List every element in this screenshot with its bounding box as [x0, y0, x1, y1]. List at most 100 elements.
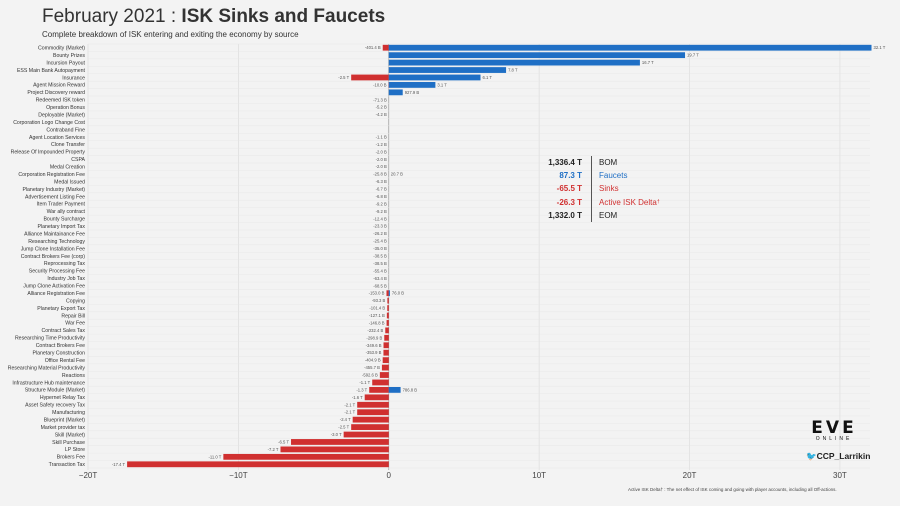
- category-label: LP Store: [65, 447, 85, 453]
- sink-value-label: -17.4 T: [112, 462, 126, 467]
- sink-value-label: -2.1 T: [344, 402, 355, 407]
- category-label: Contraband Fine: [46, 127, 85, 133]
- sink-value-label: -26.2 B: [373, 231, 387, 236]
- summary-label-text: EOM: [599, 210, 618, 220]
- category-label: CSPA: [71, 157, 85, 163]
- sink-value-label: -146.8 B: [369, 320, 385, 325]
- sink-bar: [372, 379, 389, 386]
- sink-bar: [352, 416, 389, 423]
- summary-label-text: BOM: [599, 158, 618, 168]
- faucet-bar: [388, 67, 507, 73]
- sink-value-label: -6.5 T: [278, 439, 289, 444]
- category-label: Manufacturing: [52, 410, 85, 416]
- summary-label-text: Faucets: [599, 171, 628, 181]
- faucet-bar: [388, 82, 436, 88]
- faucet-bar: [388, 74, 481, 81]
- category-label: Market provider tax: [41, 425, 86, 431]
- sink-value-label: -455.7 B: [364, 365, 380, 370]
- sink-value-label: -9.2 B: [376, 201, 387, 206]
- category-label: Brokers Fee: [57, 455, 85, 461]
- category-label: Corporation Registration Fee: [18, 172, 85, 178]
- chart-subtitle: Complete breakdown of ISK entering and e…: [42, 30, 299, 39]
- category-label: Reactions: [62, 373, 85, 379]
- sink-value-label: -71.3 B: [373, 97, 387, 102]
- category-label: Researching Time Productivity: [15, 336, 85, 342]
- faucet-bar: [388, 44, 872, 51]
- sink-value-label: -2.0 B: [376, 164, 387, 169]
- summary-row: -65.5 T Sinks: [540, 182, 660, 196]
- faucet-bar: [388, 59, 640, 66]
- category-label: Hypernet Relay Tax: [40, 395, 86, 401]
- category-label: Transaction Tax: [49, 462, 86, 468]
- faucet-bar: [388, 52, 686, 59]
- sink-value-label: -93.3 B: [372, 298, 386, 303]
- sink-bar: [369, 386, 389, 393]
- category-label: Researching Technology: [28, 239, 85, 245]
- sink-value-label: -68.5 B: [373, 283, 387, 288]
- summary-value: -65.5 T: [556, 184, 582, 194]
- faucet-value-label: 76.0 B: [392, 291, 404, 296]
- category-label: Jump Clone Installation Fee: [21, 246, 85, 252]
- category-label: Advertisement Listing Fee: [25, 194, 85, 200]
- faucet-value-label: 20.7 B: [391, 172, 403, 177]
- category-label: Planetary Construction: [33, 351, 86, 357]
- sink-value-label: -353.9 B: [366, 350, 382, 355]
- sink-value-label: -1.6 T: [352, 395, 363, 400]
- sink-value-label: -349.6 B: [366, 343, 382, 348]
- sink-value-label: -2.4 T: [340, 417, 351, 422]
- sink-value-label: -592.6 B: [362, 373, 378, 378]
- faucet-value-label: 32.1 T: [874, 45, 886, 50]
- summary-row: 1,332.0 T EOM: [540, 208, 660, 222]
- category-label: Jump Clone Activation Fee: [23, 284, 85, 290]
- sink-bar: [280, 446, 389, 453]
- sink-value-label: -6.3 B: [376, 179, 387, 184]
- sink-value-label: -25.4 B: [373, 239, 387, 244]
- sink-value-label: -5.2 B: [376, 105, 387, 110]
- twitter-handle[interactable]: 🐦CCP_Larrikin: [806, 451, 870, 462]
- sink-value-label: -9.2 B: [376, 209, 387, 214]
- x-tick-label: −10T: [229, 471, 248, 480]
- category-label: Contract Brokers Fee: [36, 343, 85, 349]
- category-label: Agent Mission Reward: [33, 83, 85, 89]
- sink-value-label: -55.4 B: [373, 268, 387, 273]
- category-label: Skill Purchase: [52, 440, 85, 446]
- sink-value-label: -2.5 T: [338, 75, 349, 80]
- sink-bar: [381, 364, 389, 371]
- category-label: Insurance: [62, 75, 85, 81]
- sink-value-label: -11.0 T: [208, 454, 221, 459]
- summary-label: Faucets: [591, 169, 628, 183]
- category-label: Agent Location Services: [29, 135, 85, 141]
- sink-value-label: -7.2 T: [268, 447, 279, 452]
- summary-box: 1,336.4 T BOM 87.3 T Faucets -65.5 T Sinks -26…: [540, 156, 660, 222]
- sink-value-label: -2.0 B: [376, 157, 387, 162]
- title-main: ISK Sinks and Faucets: [181, 6, 386, 27]
- category-label: ESS Main Bank Autopayment: [17, 68, 86, 74]
- twitter-bird-icon: 🐦: [806, 451, 817, 461]
- sink-bar: [386, 312, 389, 319]
- category-label: Bounty Prizes: [53, 53, 85, 59]
- title-month: February 2021 :: [42, 6, 182, 27]
- sink-bar: [382, 357, 389, 364]
- sink-bar: [379, 372, 389, 378]
- sink-bar: [387, 297, 389, 304]
- sink-value-label: -153.0 B: [369, 291, 385, 296]
- sink-value-label: -298.9 B: [366, 335, 382, 340]
- sink-value-label: -4.2 B: [376, 112, 387, 117]
- category-label: Clone Transfer: [51, 142, 85, 148]
- logo-sub: ONLINE: [815, 436, 853, 442]
- sink-value-label: -1.3 T: [356, 387, 367, 392]
- category-label: Corporation Logo Change Cost: [13, 120, 85, 126]
- faucet-bar: [388, 290, 390, 297]
- category-label: Blueprint (Market): [44, 417, 85, 423]
- category-label: Reprocessing Tax: [44, 261, 86, 267]
- sink-bar: [387, 305, 389, 311]
- summary-label: BOM: [591, 156, 618, 170]
- category-label: Office Rental Fee: [45, 358, 85, 364]
- category-label: Asset Safety recovery Tax: [25, 403, 85, 409]
- x-tick-label: −20T: [79, 471, 98, 480]
- sink-bar: [357, 401, 389, 408]
- sink-bar: [351, 74, 389, 81]
- category-label: War ally contract: [47, 209, 86, 215]
- sink-value-label: -63.4 B: [373, 276, 387, 281]
